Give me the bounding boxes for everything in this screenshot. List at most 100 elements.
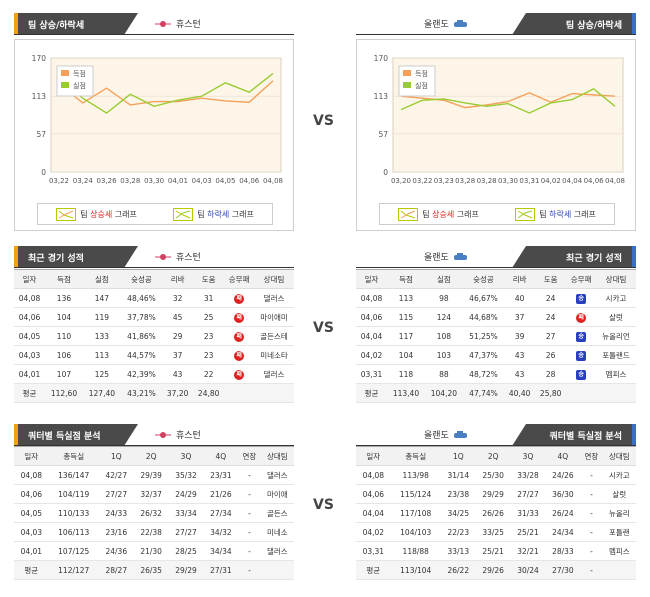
houston-logo-icon [155,431,171,438]
recent-header-right: 올랜도 최근 경기 성적 [356,246,636,268]
fall-graph-icon [515,207,536,221]
cell-overtime: - [238,522,261,542]
team-tag-left: 휴스턴 [154,250,201,263]
x-tick-label: 04,06 [239,177,260,185]
cell-date: 04,02 [356,345,388,365]
cell-q2: 33/25 [475,522,511,542]
cell-allowed: 147 [82,288,121,308]
x-tick-label: 03,20 [391,177,411,185]
table-row: 04,05 110 133 41,86% 29 23 패 골든스테 [14,326,294,346]
column-header: 상대팀 [254,269,294,289]
cell-result: 패 [224,307,255,327]
legend-label: 득점 [73,70,86,78]
x-tick-label: 03,28 [455,177,475,185]
x-tick-label: 04,08 [263,177,283,185]
cell-assists: 22 [193,364,225,384]
column-header: 1Q [98,446,134,466]
cell-q4: 23/31 [203,465,239,485]
cell-q2: 26/32 [133,503,169,523]
cell-opponent: 멤피스 [596,364,636,384]
cell-allowed: 113 [82,345,121,365]
cell-fg: 51,25% [462,326,505,346]
column-header: 일자 [356,446,391,466]
table-row: 04,06 104/119 27/27 32/37 24/29 21/26 - … [14,484,294,504]
quarter-header-left: 쿼터별 득실점 분석 휴스턴 [14,424,294,446]
recent-table-left: 일자 득점 실점 슛성공 리바 도움 승무패 상대팀 04,08 136 147 48,46%… [14,269,294,403]
cell-opponent: 미네소 [260,522,294,542]
cell-assists: 24 [535,288,567,308]
cell-assists: 26 [535,345,567,365]
cell-fg: 44,57% [120,345,163,365]
x-tick-label: 03,23 [434,177,454,185]
trend-legend-right: 팀 상승세 그래프 팀 하락세 그래프 [379,203,615,225]
cell-q4: 21/26 [203,484,239,504]
rise-graph-icon [56,207,77,221]
column-header: 3Q [510,446,546,466]
cell-date: 04,06 [14,484,49,504]
legend-fall: 팀 하락세 그래프 [515,207,596,221]
table-row: 04,08 136 147 48,46% 32 31 패 댈러스 [14,288,294,308]
table-row: 04,06 115/124 23/38 29/29 27/27 36/30 - … [356,484,636,504]
cell-fg: 47,37% [462,345,505,365]
average-row: 평균 113/104 26/22 29/26 30/24 27/30- [356,560,636,580]
column-header: 승무패 [224,269,255,289]
cell-date: 04,05 [14,326,46,346]
cell-q1: 34/25 [440,503,476,523]
column-header: 리바 [162,269,194,289]
cell-q2: 22/38 [133,522,169,542]
orlando-logo-icon [453,252,467,260]
column-header: 연장 [238,446,261,466]
fall-graph-icon [173,207,194,221]
quarter-table-right: 일자 총득실 1Q 2Q 3Q 4Q 연장 상대팀 04,08 113/98 31/14 25… [356,446,636,580]
cell-result: 패 [566,307,597,327]
team-tag-right: 올랜도 [424,428,469,441]
cell-rebounds: 43 [504,345,536,365]
result-badge: 패 [234,331,245,342]
x-tick-label: 03,22 [412,177,432,185]
cell-date: 04,08 [14,465,49,485]
header-divider [356,445,636,446]
cell-opponent: 마이애미 [254,307,294,327]
x-tick-label: 04,01 [168,177,188,185]
cell-q4: 24/26 [545,465,581,485]
team-tag-left: 휴스턴 [154,428,201,441]
result-badge: 승 [576,293,587,304]
column-header: 승무패 [566,269,597,289]
column-header: 실점 [424,269,463,289]
cell-q3: 33/34 [168,503,204,523]
recent-title-right: 최근 경기 성적 [512,246,636,268]
result-badge: 승 [576,350,587,361]
cell-rebounds: 37 [504,307,536,327]
cell-opponent: 댈러스 [254,288,294,308]
y-tick-label: 113 [32,92,47,101]
average-row: 평균 113,40 104,20 47,74% 40,40 25,80 [356,383,636,403]
cell-q3: 27/27 [168,522,204,542]
cell-allowed: 88 [424,364,463,384]
cell-q4: 27/34 [203,503,239,523]
header-divider [14,445,294,446]
cell-opponent: 골든스테 [254,326,294,346]
cell-overtime: - [580,465,603,485]
header-divider [14,267,294,268]
cell-result: 패 [224,326,255,346]
result-badge: 승 [576,331,587,342]
column-header: 1Q [440,446,476,466]
quarter-title-text: 쿼터별 득실점 분석 [549,431,622,442]
x-tick-label: 03,28 [120,177,140,185]
cell-q4: 24/34 [545,522,581,542]
column-header: 슛성공 [462,269,505,289]
cell-overtime: - [238,503,261,523]
houston-logo-icon [155,20,171,27]
cell-fg: 42,39% [120,364,163,384]
cell-total: 118/88 [390,541,441,561]
table-row: 03,31 118 88 48,72% 43 28 승 멤피스 [356,364,636,384]
table-row: 04,01 107 125 42,39% 43 22 패 댈러스 [14,364,294,384]
x-tick-label: 03,28 [477,177,497,185]
team-name-right: 올랜도 [424,253,449,263]
column-header: 2Q [475,446,511,466]
cell-allowed: 98 [424,288,463,308]
cell-q3: 24/29 [168,484,204,504]
cell-points: 110 [45,326,83,346]
cell-overtime: - [580,522,603,542]
column-header: 일자 [356,269,388,289]
